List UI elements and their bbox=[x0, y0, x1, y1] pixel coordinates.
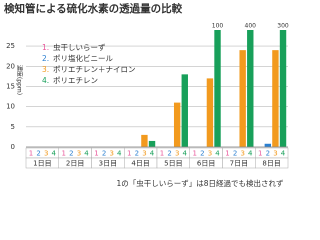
bar bbox=[181, 74, 188, 147]
chart-title: 検知管による硫化水素の透過量の比較 bbox=[4, 2, 183, 15]
x-tick-label: 4日目 bbox=[131, 160, 149, 168]
bar-number: 3 bbox=[77, 150, 81, 158]
bar-number: 4 bbox=[84, 150, 89, 158]
bar-number: 1 bbox=[61, 150, 65, 158]
bar bbox=[239, 50, 246, 148]
bar-number: 1 bbox=[94, 150, 98, 158]
y-tick-label: 5 bbox=[11, 123, 15, 131]
data-label: 400 bbox=[245, 23, 257, 30]
legend-key: 4. bbox=[42, 76, 49, 85]
bar-number: 1 bbox=[258, 150, 262, 158]
bar-number: 2 bbox=[102, 150, 106, 158]
legend-label: 虫干しいらーず bbox=[53, 42, 106, 52]
category-cell bbox=[255, 157, 289, 169]
bar-number: 2 bbox=[135, 150, 139, 158]
bar bbox=[206, 78, 214, 147]
bar-number: 4 bbox=[117, 150, 122, 158]
bar-number: 1 bbox=[225, 150, 229, 158]
x-tick-label: 6日目 bbox=[197, 160, 215, 168]
bar bbox=[272, 50, 279, 148]
bar bbox=[247, 30, 254, 147]
y-tick-label: 20 bbox=[6, 62, 15, 70]
bar-number: 3 bbox=[109, 150, 113, 158]
plot-area bbox=[141, 30, 287, 148]
bar-number: 2 bbox=[266, 150, 270, 158]
bar-number: 4 bbox=[183, 150, 188, 158]
bar-number: 3 bbox=[142, 150, 146, 158]
bar-number: 3 bbox=[240, 150, 244, 158]
legend-label: ポリ塩化ビニール bbox=[53, 53, 113, 63]
legend-key: 3. bbox=[42, 65, 49, 74]
bar bbox=[264, 143, 272, 147]
x-tick-label: 5日目 bbox=[164, 160, 182, 168]
y-axis-label: 濃度(ppm) bbox=[16, 65, 24, 95]
legend-key: 1. bbox=[42, 43, 49, 52]
bar-number: 2 bbox=[36, 150, 40, 158]
y-tick-label: 15 bbox=[6, 82, 15, 90]
bar-number: 2 bbox=[167, 150, 171, 158]
bar bbox=[279, 30, 287, 147]
data-label: 100 bbox=[212, 23, 224, 30]
bar-number: 4 bbox=[150, 150, 155, 158]
x-tick-label: 7日目 bbox=[230, 160, 248, 168]
bar-number: 2 bbox=[69, 150, 73, 158]
bar bbox=[173, 102, 181, 147]
y-tick-label: 25 bbox=[6, 42, 15, 50]
bar bbox=[141, 134, 148, 147]
bar-number: 4 bbox=[52, 150, 57, 158]
bar bbox=[148, 140, 156, 147]
bar-number: 3 bbox=[175, 150, 179, 158]
x-tick-label: 1日目 bbox=[33, 160, 51, 168]
bar-number: 1 bbox=[192, 150, 196, 158]
x-tick-label: 2日目 bbox=[66, 160, 84, 168]
bar-number: 1 bbox=[29, 150, 33, 158]
bar-number: 4 bbox=[248, 150, 253, 158]
y-tick-label: 10 bbox=[6, 103, 15, 111]
bar-number: 4 bbox=[215, 150, 220, 158]
bar-number: 3 bbox=[208, 150, 212, 158]
data-label: 300 bbox=[277, 23, 289, 30]
x-tick-label: 3日目 bbox=[99, 160, 117, 168]
bar-number: 2 bbox=[200, 150, 204, 158]
bar-number: 1 bbox=[127, 150, 131, 158]
legend-key: 2. bbox=[42, 54, 49, 63]
bar-number: 3 bbox=[273, 150, 277, 158]
legend-label: ポリエチレン＋ナイロン bbox=[53, 65, 136, 74]
bar-number: 4 bbox=[281, 150, 286, 158]
bar-number: 1 bbox=[160, 150, 164, 158]
y-tick-label: 0 bbox=[11, 143, 15, 151]
bar bbox=[214, 30, 221, 147]
chart: 検知管による硫化水素の透過量の比較 濃度(ppm) 1の「虫干しいらーず」は8日… bbox=[4, 2, 289, 188]
x-tick-label: 8日目 bbox=[262, 160, 280, 168]
legend-label: ポリエチレン bbox=[53, 76, 98, 85]
bar-number: 2 bbox=[233, 150, 237, 158]
footnote: 1の「虫干しいらーず」は8日経過でも検出されず bbox=[116, 178, 283, 188]
bar-number: 3 bbox=[44, 150, 48, 158]
